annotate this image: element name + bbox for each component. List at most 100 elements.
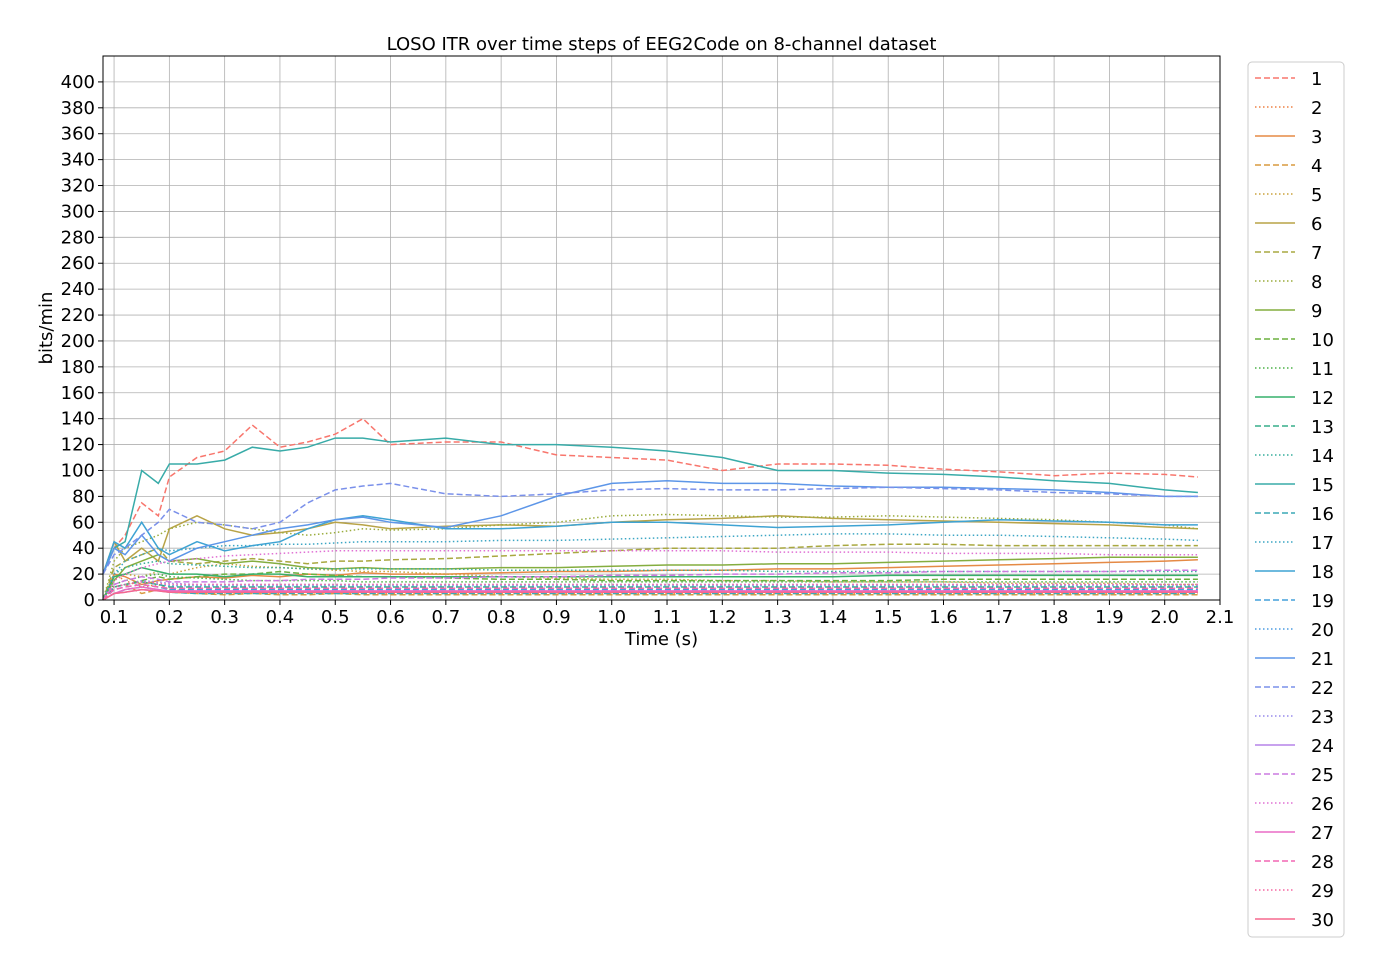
legend-label: 19 (1311, 591, 1334, 612)
legend-label: 16 (1311, 504, 1334, 525)
x-tick-label: 1.7 (984, 607, 1013, 628)
x-tick-label: 0.4 (266, 607, 295, 628)
y-tick-label: 360 (61, 124, 95, 145)
x-tick-label: 2.0 (1150, 607, 1179, 628)
x-tick-label: 1.1 (653, 607, 682, 628)
legend-label: 14 (1311, 446, 1334, 467)
legend-label: 24 (1311, 736, 1334, 757)
y-tick-label: 20 (72, 564, 95, 585)
x-tick-label: 0.7 (432, 607, 461, 628)
y-tick-label: 40 (72, 538, 95, 559)
x-axis-label: Time (s) (624, 629, 698, 650)
x-tick-label: 1.8 (1040, 607, 1069, 628)
x-tick-label: 2.1 (1206, 607, 1235, 628)
legend: 1234567891011121314151617181920212223242… (1247, 61, 1345, 938)
x-tick-label: 1.4 (819, 607, 848, 628)
series-line-12 (102, 566, 1198, 601)
series-line-27 (102, 586, 1198, 601)
legend-label: 12 (1311, 388, 1334, 409)
y-tick-label: 300 (61, 201, 95, 222)
y-tick-label: 200 (61, 331, 95, 352)
x-tick-label: 1.6 (929, 607, 958, 628)
legend-label: 9 (1311, 301, 1322, 322)
x-tick-label: 1.9 (1095, 607, 1124, 628)
x-tick-label: 0.2 (155, 607, 184, 628)
x-tick-label: 1.3 (763, 607, 792, 628)
legend-label: 18 (1311, 562, 1334, 583)
y-tick-label: 320 (61, 176, 95, 197)
legend-label: 5 (1311, 185, 1322, 206)
series-line-19 (102, 583, 1198, 601)
legend-label: 13 (1311, 417, 1334, 438)
legend-label: 15 (1311, 475, 1334, 496)
legend-label: 27 (1311, 823, 1334, 844)
legend-label: 20 (1311, 620, 1334, 641)
legend-label: 23 (1311, 707, 1334, 728)
y-tick-label: 160 (61, 383, 95, 404)
y-tick-label: 60 (72, 512, 95, 533)
legend-label: 29 (1311, 881, 1334, 902)
series-line-1 (102, 417, 1198, 575)
legend-label: 7 (1311, 243, 1322, 264)
legend-label: 22 (1311, 678, 1334, 699)
y-tick-label: 180 (61, 357, 95, 378)
y-tick-label: 380 (61, 98, 95, 119)
y-tick-label: 280 (61, 227, 95, 248)
y-tick-label: 240 (61, 279, 95, 300)
y-tick-label: 340 (61, 150, 95, 171)
legend-label: 17 (1311, 533, 1334, 554)
series-line-25 (102, 569, 1198, 601)
y-tick-label: 100 (61, 460, 95, 481)
y-tick-label: 120 (61, 435, 95, 456)
series-line-21 (102, 480, 1198, 575)
x-tick-label: 0.3 (210, 607, 239, 628)
legend-label: 28 (1311, 852, 1334, 873)
legend-label: 8 (1311, 272, 1322, 293)
x-tick-label: 1.0 (597, 607, 626, 628)
y-tick-label: 80 (72, 486, 95, 507)
series-line-15 (102, 437, 1198, 575)
series-line-22 (102, 482, 1198, 575)
series-line-20 (102, 581, 1198, 601)
legend-label: 1 (1311, 69, 1322, 90)
series-line-18 (102, 515, 1198, 575)
grid (103, 56, 1221, 601)
y-tick-label: 400 (61, 72, 95, 93)
y-tick-label: 0 (84, 590, 95, 611)
series-line-29 (102, 581, 1198, 601)
x-tick-label: 0.1 (100, 607, 129, 628)
y-axis-label: bits/min (36, 292, 57, 365)
x-tick-label: 0.9 (542, 607, 571, 628)
legend-label: 4 (1311, 156, 1322, 177)
x-tick-label: 1.5 (874, 607, 903, 628)
y-tick-label: 220 (61, 305, 95, 326)
series-line-17 (102, 533, 1198, 601)
series-line-11 (102, 573, 1198, 601)
legend-label: 10 (1311, 330, 1334, 351)
legend-label: 21 (1311, 649, 1334, 670)
legend-label: 30 (1311, 910, 1334, 931)
y-axis-ticks: 0 20 40 60 80 100 120 140 160 180 200 220 240 260 280 3… (61, 72, 103, 611)
series-line-28 (102, 583, 1198, 601)
x-tick-label: 0.5 (321, 607, 350, 628)
series-lines (102, 417, 1198, 601)
legend-label: 2 (1311, 98, 1322, 119)
series-line-4 (102, 583, 1198, 601)
x-tick-label: 0.8 (487, 607, 516, 628)
x-tick-label: 0.6 (376, 607, 405, 628)
legend-label: 26 (1311, 794, 1334, 815)
x-axis-ticks: 0.1 0.2 0.3 0.4 0.5 0.6 0.7 0.8 0.9 1.0 1.1 1.2 1.3 1… (100, 600, 1235, 628)
y-tick-label: 260 (61, 253, 95, 274)
series-line-30 (102, 588, 1198, 601)
legend-label: 25 (1311, 765, 1334, 786)
legend-label: 11 (1311, 359, 1334, 380)
series-line-13 (102, 581, 1198, 601)
chart-title: LOSO ITR over time steps of EEG2Code on … (387, 34, 937, 55)
x-tick-label: 1.2 (708, 607, 737, 628)
plot-frame (102, 55, 1221, 601)
series-line-3 (102, 559, 1198, 601)
series-line-10 (102, 570, 1198, 601)
legend-label: 3 (1311, 127, 1322, 148)
y-tick-label: 140 (61, 409, 95, 430)
